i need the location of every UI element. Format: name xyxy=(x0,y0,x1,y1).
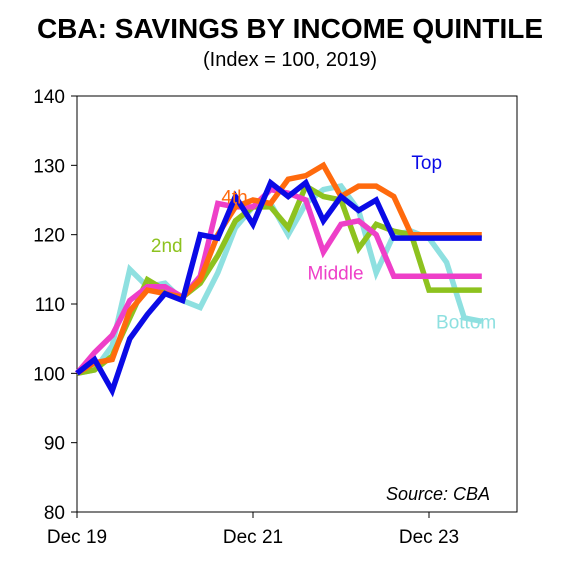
x-tick-label: Dec 21 xyxy=(223,527,283,548)
chart-axes: 80 90 100 110 120 130 140 Dec 19 Dec 21 Dec 23 xyxy=(33,87,518,548)
x-tick-label: Dec 19 xyxy=(47,527,107,548)
y-tick-label: 100 xyxy=(33,364,65,385)
x-tick-label: Dec 23 xyxy=(399,527,459,548)
y-tick-label: 130 xyxy=(33,156,65,177)
series-label-middle: Middle xyxy=(308,264,364,285)
series-label-2nd: 2nd xyxy=(151,236,183,257)
plot-frame xyxy=(76,95,518,513)
y-tick-label: 120 xyxy=(33,226,65,247)
series-line-top xyxy=(75,178,482,398)
source-note: Source: CBA xyxy=(386,484,490,504)
y-tick-label: 80 xyxy=(44,503,65,524)
series-labels-layer: Bottom 2nd Middle 4th Top xyxy=(151,153,496,333)
chart-subtitle: (Index = 100, 2019) xyxy=(203,49,377,71)
series-label-top: Top xyxy=(411,153,442,174)
series-label-bottom: Bottom xyxy=(436,312,496,333)
series-label-4th: 4th xyxy=(221,187,247,208)
y-tick-label: 90 xyxy=(44,434,65,455)
series-layer xyxy=(74,161,483,398)
y-tick-label: 140 xyxy=(33,87,65,108)
y-tick-label: 110 xyxy=(35,295,65,316)
chart-title: CBA: SAVINGS BY INCOME QUINTILE xyxy=(37,13,543,44)
